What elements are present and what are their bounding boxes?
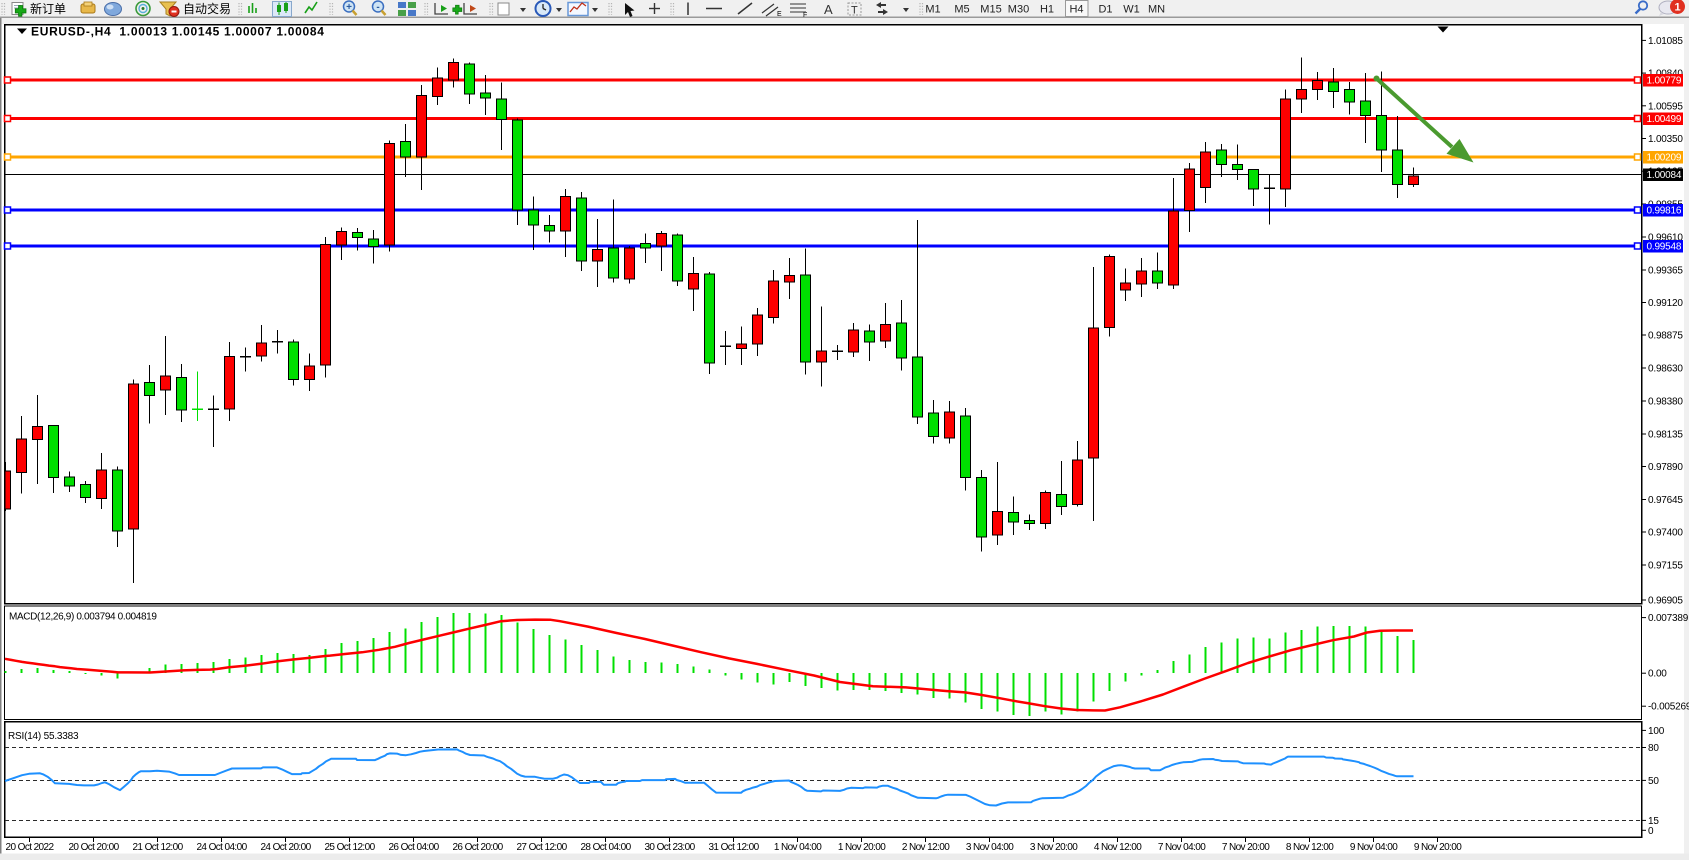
svg-text:0.97400: 0.97400 xyxy=(1648,528,1683,539)
svg-text:1.00779: 1.00779 xyxy=(1647,76,1682,87)
svg-text:0.97155: 0.97155 xyxy=(1648,561,1683,572)
svg-text:2 Nov 12:00: 2 Nov 12:00 xyxy=(902,842,950,853)
svg-text:1.00499: 1.00499 xyxy=(1647,114,1682,125)
svg-text:25 Oct 12:00: 25 Oct 12:00 xyxy=(324,842,375,853)
svg-text:0.99120: 0.99120 xyxy=(1648,298,1683,309)
svg-text:0: 0 xyxy=(1648,826,1654,837)
svg-text:15: 15 xyxy=(1648,816,1659,827)
svg-text:26 Oct 04:00: 26 Oct 04:00 xyxy=(388,842,439,853)
svg-text:31 Oct 12:00: 31 Oct 12:00 xyxy=(708,842,759,853)
svg-text:8 Nov 12:00: 8 Nov 12:00 xyxy=(1286,842,1334,853)
svg-text:F: F xyxy=(803,12,807,19)
svg-text:4 Nov 12:00: 4 Nov 12:00 xyxy=(1094,842,1142,853)
svg-text:3 Nov 20:00: 3 Nov 20:00 xyxy=(1030,842,1078,853)
svg-text:24 Oct 20:00: 24 Oct 20:00 xyxy=(260,842,311,853)
svg-text:0.98135: 0.98135 xyxy=(1648,430,1683,441)
svg-text:-: - xyxy=(376,2,379,13)
svg-text:27 Oct 12:00: 27 Oct 12:00 xyxy=(516,842,567,853)
svg-text:3 Nov 04:00: 3 Nov 04:00 xyxy=(966,842,1014,853)
svg-text:0.97890: 0.97890 xyxy=(1648,462,1683,473)
svg-text:H1: H1 xyxy=(1040,4,1054,16)
svg-text:0.98630: 0.98630 xyxy=(1648,364,1683,375)
svg-text:0.98380: 0.98380 xyxy=(1648,397,1683,408)
svg-text:1.00595: 1.00595 xyxy=(1648,101,1683,112)
svg-text:24 Oct 04:00: 24 Oct 04:00 xyxy=(196,842,247,853)
svg-text:28 Oct 04:00: 28 Oct 04:00 xyxy=(580,842,631,853)
svg-text:100: 100 xyxy=(1648,726,1665,737)
svg-text:M15: M15 xyxy=(980,4,1001,16)
svg-text:1.01085: 1.01085 xyxy=(1648,36,1683,47)
svg-text:9 Nov 04:00: 9 Nov 04:00 xyxy=(1350,842,1398,853)
svg-text:20 Oct 2022: 20 Oct 2022 xyxy=(6,842,55,853)
svg-text:RSI(14) 55.3383: RSI(14) 55.3383 xyxy=(8,731,79,742)
svg-text:0.99816: 0.99816 xyxy=(1647,206,1682,217)
svg-text:1 Nov 20:00: 1 Nov 20:00 xyxy=(838,842,886,853)
svg-text:0.99548: 0.99548 xyxy=(1647,242,1682,253)
svg-text:0.98875: 0.98875 xyxy=(1648,331,1683,342)
svg-text:26 Oct 20:00: 26 Oct 20:00 xyxy=(452,842,503,853)
svg-text:9 Nov 20:00: 9 Nov 20:00 xyxy=(1414,842,1462,853)
svg-text:EURUSD-,H4 1.00013 1.00145 1.: EURUSD-,H4 1.00013 1.00145 1.00007 1.000… xyxy=(31,25,325,39)
svg-text:80: 80 xyxy=(1648,743,1659,754)
svg-text:0.99365: 0.99365 xyxy=(1648,266,1683,277)
svg-text:A: A xyxy=(824,2,833,17)
svg-text:0.99610: 0.99610 xyxy=(1648,233,1683,244)
svg-text:E: E xyxy=(777,11,782,18)
svg-text:21 Oct 12:00: 21 Oct 12:00 xyxy=(132,842,183,853)
svg-text:1.00350: 1.00350 xyxy=(1648,134,1683,145)
svg-text:M5: M5 xyxy=(954,4,969,16)
svg-text:1: 1 xyxy=(1674,2,1680,14)
svg-text:MACD(12,26,9) 0.003794 0.00481: MACD(12,26,9) 0.003794 0.004819 xyxy=(9,612,157,623)
svg-text:T: T xyxy=(851,5,858,17)
svg-text:+: + xyxy=(346,2,352,13)
svg-text:1.00209: 1.00209 xyxy=(1647,153,1682,164)
svg-text:M1: M1 xyxy=(925,4,940,16)
svg-text:MN: MN xyxy=(1148,4,1165,16)
svg-text:-0.005269: -0.005269 xyxy=(1648,702,1689,713)
svg-text:0.007389: 0.007389 xyxy=(1648,613,1689,624)
svg-text:H4: H4 xyxy=(1069,4,1083,16)
svg-text:W1: W1 xyxy=(1123,4,1140,16)
svg-text:D1: D1 xyxy=(1098,4,1112,16)
svg-text:0.00: 0.00 xyxy=(1648,669,1667,680)
svg-text:7 Nov 04:00: 7 Nov 04:00 xyxy=(1158,842,1206,853)
svg-text:0.96905: 0.96905 xyxy=(1648,596,1683,607)
svg-text:1.00084: 1.00084 xyxy=(1647,170,1682,181)
svg-text:30 Oct 23:00: 30 Oct 23:00 xyxy=(644,842,695,853)
svg-text:50: 50 xyxy=(1648,776,1659,787)
svg-text:7 Nov 20:00: 7 Nov 20:00 xyxy=(1222,842,1270,853)
svg-text:0.97645: 0.97645 xyxy=(1648,495,1683,506)
svg-text:20 Oct 20:00: 20 Oct 20:00 xyxy=(68,842,119,853)
svg-text:新订单: 新订单 xyxy=(30,1,66,16)
svg-text:1 Nov 04:00: 1 Nov 04:00 xyxy=(774,842,822,853)
svg-text:M30: M30 xyxy=(1008,4,1029,16)
svg-text:自动交易: 自动交易 xyxy=(183,1,231,16)
